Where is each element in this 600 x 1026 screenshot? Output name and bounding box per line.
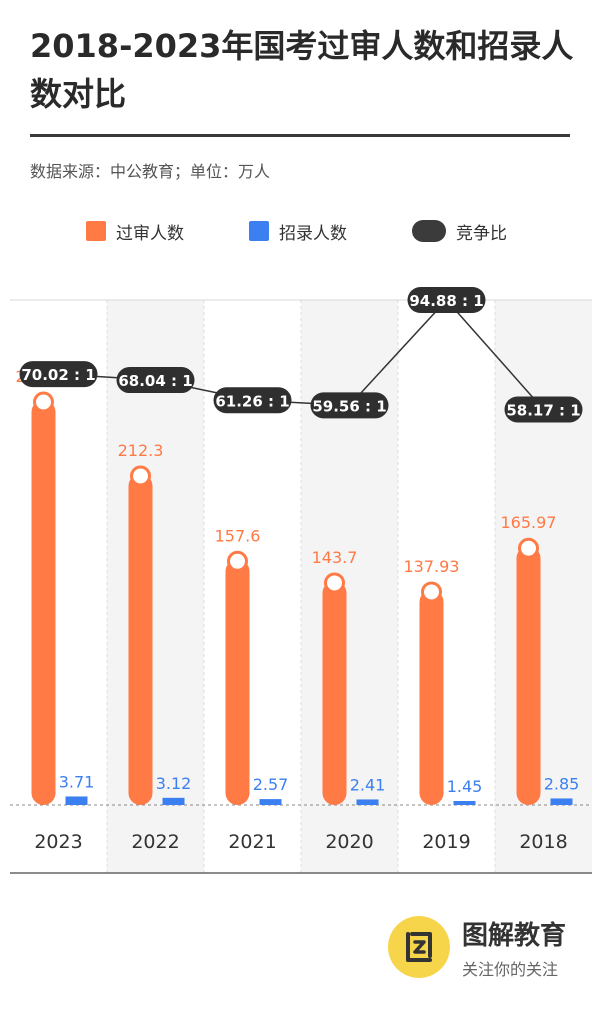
bar-screened-label: 165.97	[501, 513, 557, 532]
ratio-point	[19, 361, 98, 388]
ratio-label: 58.17 : 1	[506, 401, 580, 419]
bar-screened	[225, 559, 250, 805]
legend-label-recruited: 招录人数	[279, 223, 347, 244]
bar-recruited-label: 3.12	[156, 774, 192, 793]
ratio-point	[310, 392, 389, 419]
bar-recruited	[550, 798, 573, 805]
bar-recruited	[356, 799, 379, 805]
data-source: 数据来源：中公教育；单位：万人	[30, 162, 271, 181]
legend-item-screened: 过审人数	[86, 216, 184, 246]
bar-recruited-label: 3.71	[59, 772, 95, 791]
bar-recruited-label: 2.41	[350, 775, 386, 794]
brand-logo-icon	[406, 932, 432, 962]
bar-screened-label: 143.7	[312, 548, 358, 567]
title-divider	[30, 134, 570, 137]
x-tick-label: 2021	[228, 831, 276, 853]
bar-recruited-label: 1.45	[447, 777, 483, 796]
brand-name: 图解教育	[462, 921, 567, 951]
bar-screened-marker	[33, 391, 54, 413]
bar-screened	[128, 474, 153, 805]
ratio-label: 94.88 : 1	[409, 292, 483, 310]
bar-screened-marker	[421, 581, 442, 603]
legend-item-recruited: 招录人数	[249, 216, 347, 246]
bar-screened-marker	[324, 572, 345, 594]
legend-swatch-recruited	[249, 221, 269, 241]
legend-swatch-ratio	[412, 220, 446, 242]
bar-screened-marker	[227, 550, 248, 572]
ratio-label: 70.02 : 1	[21, 366, 95, 384]
bar-recruited-label: 2.85	[544, 774, 580, 793]
brand-logo	[388, 916, 450, 978]
ratio-point	[213, 387, 292, 414]
bar-screened	[322, 580, 347, 805]
ratio-point	[407, 287, 486, 313]
chart-title: 2018-2023年国考过审人数和招录人数对比	[30, 27, 574, 113]
ratio-label: 68.04 : 1	[118, 372, 192, 390]
bar-screened-marker	[130, 465, 151, 487]
chart-area: 259.773.712023212.33.122022157.62.572021…	[10, 287, 592, 874]
bar-screened-label: 137.93	[404, 557, 460, 576]
legend-item-ratio: 竞争比	[412, 216, 507, 246]
bar-screened-label: 212.3	[118, 441, 164, 460]
ratio-point	[504, 396, 583, 423]
x-tick-label: 2023	[34, 831, 82, 853]
ratio-label: 61.26 : 1	[215, 392, 289, 410]
column-background	[10, 300, 107, 873]
bar-screened	[516, 546, 541, 805]
ratio-point	[116, 367, 195, 394]
brand-slogan: 关注你的关注	[462, 960, 559, 979]
legend-swatch-screened	[86, 221, 106, 241]
legend-label-screened: 过审人数	[116, 223, 184, 244]
column-background	[107, 300, 204, 873]
legend: 过审人数 招录人数 竞争比	[0, 216, 600, 246]
bar-recruited	[162, 797, 185, 805]
bar-screened	[419, 589, 444, 805]
x-tick-label: 2018	[519, 831, 567, 853]
ratio-label: 59.56 : 1	[312, 397, 386, 415]
bar-screened	[31, 400, 56, 805]
x-tick-label: 2020	[325, 831, 373, 853]
bar-recruited-label: 2.57	[253, 775, 289, 794]
column-background	[495, 300, 592, 873]
bar-recruited	[65, 796, 88, 805]
x-tick-label: 2022	[131, 831, 179, 853]
x-tick-label: 2019	[422, 831, 470, 853]
bar-screened-marker	[518, 537, 539, 559]
bar-screened-label: 157.6	[215, 526, 261, 545]
column-background	[398, 300, 495, 873]
bar-recruited	[259, 799, 282, 805]
bar-recruited	[453, 801, 476, 805]
legend-label-ratio: 竞争比	[456, 223, 507, 244]
